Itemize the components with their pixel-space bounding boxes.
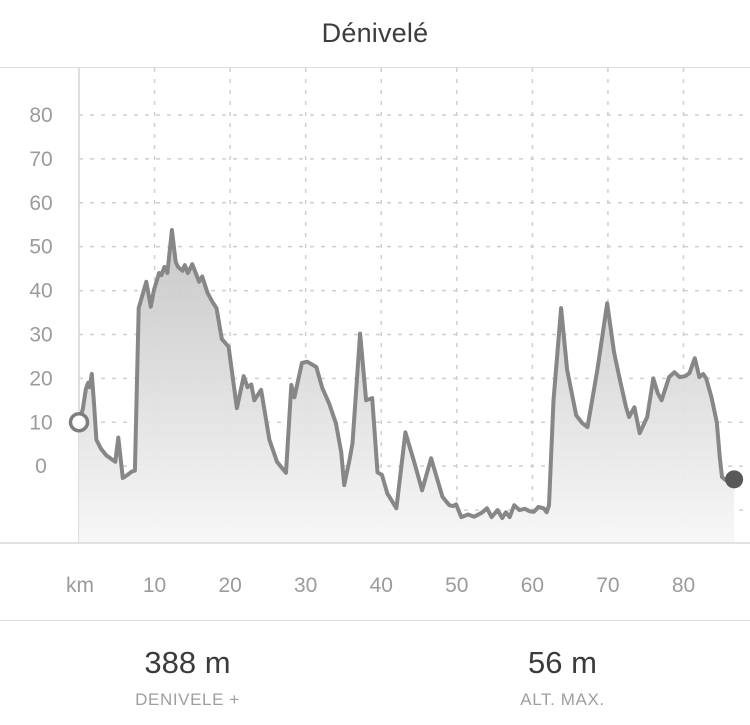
elevation-chart-svg: 0 10 20 30 40 50 60 70 80 10 20 30 40 50 60 70 80 km bbox=[0, 68, 750, 597]
x-tick-label: 50 bbox=[445, 574, 468, 597]
x-tick-label: 70 bbox=[596, 574, 619, 597]
stat-alt-max-label: ALT. MAX. bbox=[520, 689, 605, 709]
x-tick-label: 60 bbox=[521, 574, 544, 597]
start-point-marker bbox=[68, 412, 90, 433]
x-tick-label: 40 bbox=[370, 574, 393, 597]
x-unit-label: km bbox=[66, 574, 94, 597]
chart-title: Dénivelé bbox=[321, 18, 429, 48]
stats-row: 388 m DENIVELE + 56 m ALT. MAX. bbox=[0, 621, 750, 723]
end-point-marker bbox=[725, 470, 744, 489]
x-tick-label: 30 bbox=[294, 574, 317, 597]
stat-denivele-value: 388 m bbox=[144, 644, 231, 680]
y-tick-label: 10 bbox=[29, 411, 52, 434]
x-tick-label: 10 bbox=[143, 574, 166, 597]
y-tick-label: 30 bbox=[29, 323, 52, 346]
stat-alt-max-value: 56 m bbox=[528, 644, 597, 680]
elevation-chart: 0 10 20 30 40 50 60 70 80 10 20 30 40 50 60 70 80 km bbox=[0, 67, 750, 621]
stat-denivele: 388 m DENIVELE + bbox=[0, 621, 375, 723]
stat-alt-max: 56 m ALT. MAX. bbox=[375, 621, 750, 723]
y-tick-label: 80 bbox=[29, 104, 52, 127]
y-tick-label: 50 bbox=[29, 236, 52, 259]
y-tick-label: 40 bbox=[29, 280, 52, 303]
y-tick-label: 0 bbox=[35, 455, 47, 478]
y-tick-label: 70 bbox=[29, 148, 52, 171]
y-tick-label: 20 bbox=[29, 367, 52, 390]
chart-header: Dénivelé bbox=[0, 0, 750, 67]
elevation-area bbox=[79, 230, 735, 543]
x-tick-label: 80 bbox=[672, 574, 695, 597]
elevation-line bbox=[77, 228, 737, 520]
y-tick-label: 60 bbox=[29, 192, 52, 215]
stat-denivele-label: DENIVELE + bbox=[135, 689, 240, 709]
x-tick-label: 20 bbox=[218, 574, 241, 597]
